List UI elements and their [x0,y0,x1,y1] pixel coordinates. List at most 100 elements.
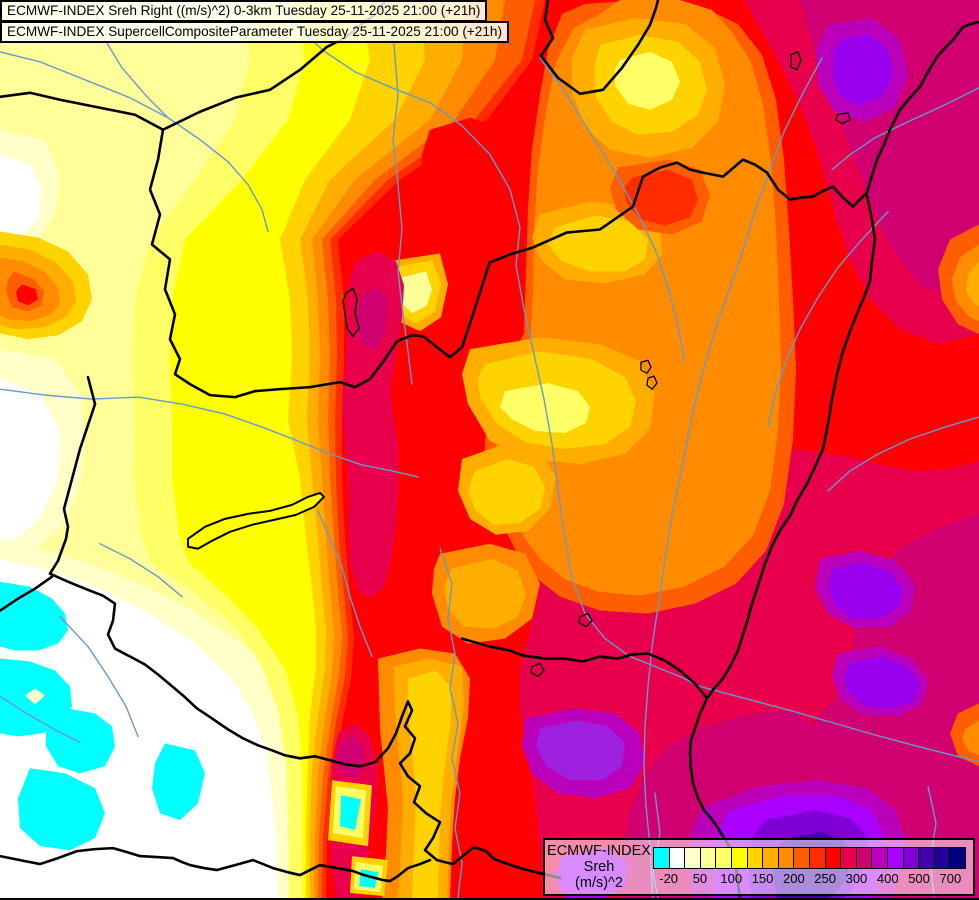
legend-cell-10 [808,848,825,868]
border-cz-at-north [0,91,165,132]
legend-product: ECMWF-INDEX [547,843,651,859]
legend-tick-50: 50 [692,871,708,886]
region-sw-patch-amber [444,558,526,629]
lake-s-lake-2 [530,662,545,678]
lake-ne-lake-2 [835,112,851,125]
border-hu-cro-drava [460,637,709,700]
river-sw-2 [0,695,81,744]
region-east-wedge-amber [966,261,979,307]
lake-balaton [187,491,325,550]
legend-cell-12 [840,848,856,868]
river-danube [277,0,979,763]
river-tisza [643,57,823,898]
lake-neusiedl [342,287,360,337]
region-cyan-blob-5 [152,743,205,821]
region-band-core-crimson [342,251,404,599]
legend-colorbar-wrap: -20 50 100 150 200 250 300 400 500 700 [653,847,973,887]
legend-cell-4 [715,848,731,868]
map-title-line1: ECMWF-INDEX Sreh Right ((m/s)^2) 0-3km T… [0,0,488,22]
legend-cell-18 [933,848,950,868]
legend-cell-0 [654,848,669,868]
legend-cell-3 [699,848,716,868]
legend-cell-6 [746,848,763,868]
legend-tick-500: 500 [908,871,930,886]
legend-tick-300: 300 [845,871,868,886]
legend-cell-13 [855,848,872,868]
region-white-left-mid [0,379,60,547]
region-violet-core-top-right [832,33,893,106]
legend-units: (m/s)^2 [575,875,623,891]
river-center-diag [539,57,685,362]
legend-tick-100: 100 [720,871,743,886]
legend-colorbar [653,847,966,869]
border-slo-west-hook [0,575,54,612]
legend-cell-17 [918,848,934,868]
border-hu-sk-north [488,20,979,264]
region-cool-wedge-pale [398,271,432,314]
river-ne [831,87,979,171]
legend-tick-700: 700 [939,871,962,886]
border-at-hu-south [253,261,492,393]
region-east-wedge-low-b [962,720,979,756]
region-violet-core-east-1 [828,561,903,619]
legend-cell-7 [762,848,778,868]
legend-cell-9 [793,848,809,868]
border-hu-east [688,194,877,898]
region-pocket-mid-gold [548,215,648,272]
legend-cell-1 [668,848,685,868]
region-white-left-upper [0,154,42,245]
river-east-mid [827,416,979,492]
map-title-line2: ECMWF-INDEX SupercellCompositeParameter … [0,21,510,43]
lake-ne-lake-1 [790,51,802,71]
region-band-core-south-magenta [336,735,364,779]
region-violet-core-near-legend [536,720,625,781]
lake-tisza-lake-1 [640,359,652,374]
legend-tick-400: 400 [876,871,899,886]
region-hole1-cyan [340,795,361,831]
region-cyan-blob-3 [18,768,105,851]
legend-cell-5 [730,848,747,868]
legend: ECMWF-INDEX Sreh (m/s)^2 -20 50 100 150 200 2… [543,838,975,896]
region-violet-core-east-2 [844,656,920,709]
river-east-diag [767,210,889,428]
lake-tisza-lake-2 [646,375,658,390]
region-pocket-top-yellow [615,51,680,110]
river-balaton-west [99,543,183,598]
legend-parameter: Sreh [583,859,615,875]
legend-ticks: -20 50 100 150 200 250 300 400 500 700 [653,871,966,887]
region-red-patch-north-core [624,169,698,226]
region-cyan-blob-4 [46,706,115,774]
region-corner-pocket-gold [468,458,545,525]
region-east-wedge-orange [952,244,979,322]
legend-cell-15 [886,848,903,868]
legend-cell-14 [871,848,887,868]
legend-tick-250: 250 [814,871,836,886]
river-sio [317,510,373,658]
border-slo-cro-diagonal [48,375,562,880]
legend-tick-200: 200 [782,871,805,886]
legend-cell-16 [902,848,919,868]
legend-cell-19 [949,848,965,868]
river-band-south [439,548,463,898]
region-band-core-magenta-spot [356,287,388,350]
region-top-red-core [422,117,512,230]
legend-tick-150: 150 [751,871,774,886]
lake-s-lake-1 [578,612,593,628]
river-raba [0,388,419,478]
legend-cell-8 [777,848,794,868]
legend-cell-2 [684,848,700,868]
legend-title-block: ECMWF-INDEX Sreh (m/s)^2 [545,843,653,891]
river-vah [387,0,413,385]
legend-tick--20: -20 [659,871,679,886]
river-sw-1 [59,615,139,738]
region-cream-diamond [25,688,45,705]
border-bottom-border [0,846,432,883]
region-left-blob-red [16,284,38,306]
border-at-west-vertical [148,128,257,399]
river-nw-long [0,51,269,233]
legend-cell-11 [824,848,841,868]
border-cz-sk-top [539,0,660,96]
region-east-flank-gold [408,670,452,898]
